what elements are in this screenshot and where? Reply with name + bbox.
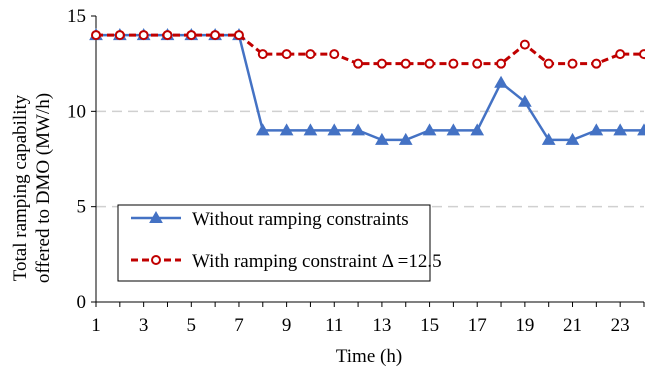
- series-line-1: [96, 33, 644, 66]
- x-tick-label: 7: [234, 315, 244, 336]
- data-point-1: [138, 30, 149, 41]
- data-point-0: [494, 75, 508, 88]
- data-point-0: [589, 123, 604, 136]
- data-point-1: [472, 58, 483, 69]
- data-point-0: [613, 123, 628, 136]
- x-tick-label: 1: [91, 315, 101, 336]
- y-axis-title-line1: Total ramping capability: [10, 94, 31, 281]
- series-0: [89, 28, 645, 145]
- series-1: [91, 30, 645, 69]
- data-point-1: [519, 39, 530, 50]
- legend-label-0: Without ramping constraints: [192, 209, 409, 230]
- data-point-0: [255, 123, 270, 136]
- x-tick-label: 19: [515, 315, 534, 336]
- data-point-0: [470, 123, 485, 136]
- y-tick-label: 0: [77, 292, 87, 313]
- gridlines: [96, 110, 644, 208]
- x-tick-label: 11: [325, 315, 343, 336]
- y-tick-label: 15: [67, 6, 86, 27]
- legend-label-1: With ramping constraint Δ =12.5: [192, 251, 442, 272]
- data-point-1: [353, 58, 364, 69]
- axes: [91, 15, 645, 307]
- data-point-1: [233, 30, 244, 41]
- data-point-1: [329, 49, 340, 60]
- legend-marker-0: [149, 210, 163, 223]
- data-point-0: [446, 123, 461, 136]
- series-line-0: [96, 33, 644, 142]
- x-tick-label: 13: [372, 315, 391, 336]
- x-tick-label: 5: [187, 315, 197, 336]
- data-point-1: [400, 58, 411, 69]
- data-point-0: [327, 123, 342, 136]
- data-point-1: [496, 58, 507, 69]
- data-point-0: [375, 132, 389, 145]
- y-axis-title-line2: offered to DMO (MW/h): [33, 93, 54, 283]
- x-tick-label: 17: [468, 315, 487, 336]
- x-tick-label: 21: [563, 315, 582, 336]
- data-point-1: [186, 30, 197, 41]
- series-lines: [89, 28, 645, 145]
- x-tick-label: 23: [611, 315, 630, 336]
- data-point-1: [591, 58, 602, 69]
- data-point-1: [567, 58, 578, 69]
- x-tick-label: 9: [282, 315, 292, 336]
- data-point-1: [543, 58, 554, 69]
- data-point-1: [257, 49, 268, 60]
- data-point-1: [639, 49, 645, 60]
- data-point-1: [448, 58, 459, 69]
- data-point-1: [424, 58, 435, 69]
- y-tick-label: 5: [77, 197, 87, 218]
- data-point-1: [615, 49, 626, 60]
- x-tick-label: 15: [420, 315, 439, 336]
- data-point-1: [162, 30, 173, 41]
- data-point-0: [398, 132, 413, 145]
- data-point-0: [541, 132, 556, 145]
- x-tick-label: 3: [139, 315, 149, 336]
- data-point-1: [114, 30, 125, 41]
- data-point-1: [210, 30, 221, 41]
- legend: Without ramping constraints With ramping …: [117, 204, 442, 282]
- data-point-0: [279, 123, 294, 136]
- y-tick-label: 10: [67, 101, 86, 122]
- data-point-0: [303, 123, 318, 136]
- data-point-0: [518, 94, 532, 107]
- data-point-1: [281, 49, 292, 60]
- data-point-1: [91, 30, 101, 41]
- data-point-0: [565, 132, 580, 145]
- data-point-1: [305, 49, 316, 60]
- data-point-0: [422, 123, 437, 136]
- data-point-0: [351, 123, 365, 136]
- data-point-0: [637, 123, 645, 136]
- x-axis-title: Time (h): [336, 346, 402, 367]
- data-point-1: [376, 58, 387, 69]
- legend-marker-1: [151, 255, 161, 265]
